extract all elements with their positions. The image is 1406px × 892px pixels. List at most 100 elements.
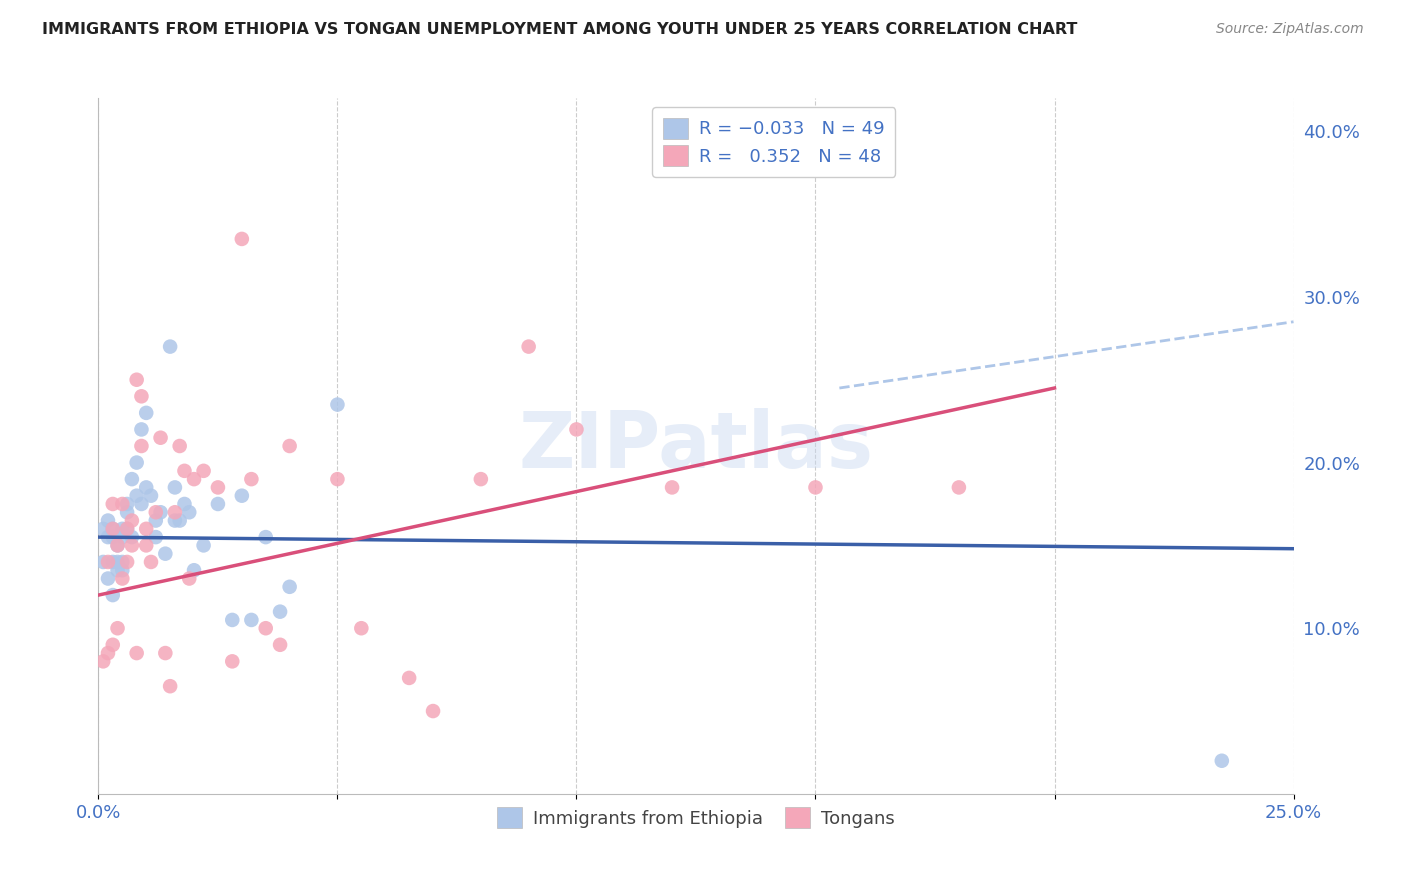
Point bbox=[145, 530, 167, 544]
Point bbox=[149, 431, 172, 445]
Point bbox=[169, 439, 191, 453]
Point bbox=[163, 514, 186, 528]
Point bbox=[131, 422, 153, 436]
Point bbox=[155, 646, 177, 660]
Point bbox=[240, 613, 263, 627]
Point bbox=[173, 497, 195, 511]
Point bbox=[115, 497, 138, 511]
Point bbox=[101, 638, 124, 652]
Point bbox=[221, 613, 243, 627]
Point bbox=[125, 456, 148, 470]
Point bbox=[111, 555, 134, 569]
Point bbox=[269, 638, 291, 652]
Point bbox=[135, 406, 157, 420]
Point bbox=[254, 621, 277, 635]
Point bbox=[121, 530, 143, 544]
Point bbox=[661, 480, 683, 494]
Legend: Immigrants from Ethiopia, Tongans: Immigrants from Ethiopia, Tongans bbox=[488, 798, 904, 837]
Point bbox=[131, 389, 153, 403]
Point bbox=[948, 480, 970, 494]
Point bbox=[101, 497, 124, 511]
Point bbox=[254, 530, 277, 544]
Point bbox=[193, 538, 215, 552]
Point bbox=[115, 555, 138, 569]
Point bbox=[139, 555, 162, 569]
Point bbox=[101, 530, 124, 544]
Point bbox=[111, 563, 134, 577]
Point bbox=[517, 340, 540, 354]
Point bbox=[145, 514, 167, 528]
Point bbox=[422, 704, 444, 718]
Point bbox=[470, 472, 492, 486]
Point bbox=[135, 480, 157, 494]
Point bbox=[278, 439, 301, 453]
Point bbox=[107, 538, 129, 552]
Point bbox=[97, 555, 120, 569]
Point bbox=[183, 472, 205, 486]
Point bbox=[163, 505, 186, 519]
Point bbox=[97, 514, 120, 528]
Point bbox=[91, 555, 114, 569]
Point bbox=[107, 555, 129, 569]
Point bbox=[107, 563, 129, 577]
Point bbox=[207, 480, 229, 494]
Point bbox=[125, 489, 148, 503]
Point bbox=[107, 538, 129, 552]
Point bbox=[207, 497, 229, 511]
Point bbox=[193, 464, 215, 478]
Point bbox=[169, 514, 191, 528]
Point bbox=[155, 547, 177, 561]
Point bbox=[135, 522, 157, 536]
Point bbox=[121, 514, 143, 528]
Point bbox=[111, 572, 134, 586]
Point bbox=[163, 480, 186, 494]
Point bbox=[111, 530, 134, 544]
Point bbox=[183, 563, 205, 577]
Point bbox=[1211, 754, 1233, 768]
Point bbox=[101, 522, 124, 536]
Point bbox=[278, 580, 301, 594]
Point bbox=[97, 646, 120, 660]
Point bbox=[565, 422, 588, 436]
Point bbox=[131, 439, 153, 453]
Point bbox=[131, 497, 153, 511]
Point bbox=[149, 505, 172, 519]
Point bbox=[179, 572, 201, 586]
Point bbox=[125, 646, 148, 660]
Point bbox=[221, 654, 243, 668]
Point bbox=[326, 472, 349, 486]
Point bbox=[125, 373, 148, 387]
Point bbox=[121, 472, 143, 486]
Point bbox=[173, 464, 195, 478]
Text: IMMIGRANTS FROM ETHIOPIA VS TONGAN UNEMPLOYMENT AMONG YOUTH UNDER 25 YEARS CORRE: IMMIGRANTS FROM ETHIOPIA VS TONGAN UNEMP… bbox=[42, 22, 1077, 37]
Point bbox=[231, 232, 253, 246]
Point bbox=[159, 340, 181, 354]
Point bbox=[111, 522, 134, 536]
Text: Source: ZipAtlas.com: Source: ZipAtlas.com bbox=[1216, 22, 1364, 37]
Point bbox=[135, 538, 157, 552]
Point bbox=[101, 522, 124, 536]
Point bbox=[139, 489, 162, 503]
Point bbox=[269, 605, 291, 619]
Point bbox=[101, 555, 124, 569]
Point bbox=[350, 621, 373, 635]
Point bbox=[115, 505, 138, 519]
Point bbox=[179, 505, 201, 519]
Point bbox=[121, 538, 143, 552]
Point bbox=[107, 621, 129, 635]
Point bbox=[804, 480, 827, 494]
Text: ZIPatlas: ZIPatlas bbox=[519, 408, 873, 484]
Point bbox=[97, 572, 120, 586]
Point bbox=[115, 522, 138, 536]
Point bbox=[101, 588, 124, 602]
Point bbox=[398, 671, 420, 685]
Point bbox=[91, 522, 114, 536]
Point bbox=[159, 679, 181, 693]
Point bbox=[111, 497, 134, 511]
Point bbox=[91, 654, 114, 668]
Point bbox=[231, 489, 253, 503]
Point bbox=[145, 505, 167, 519]
Point bbox=[240, 472, 263, 486]
Point bbox=[326, 398, 349, 412]
Point bbox=[97, 530, 120, 544]
